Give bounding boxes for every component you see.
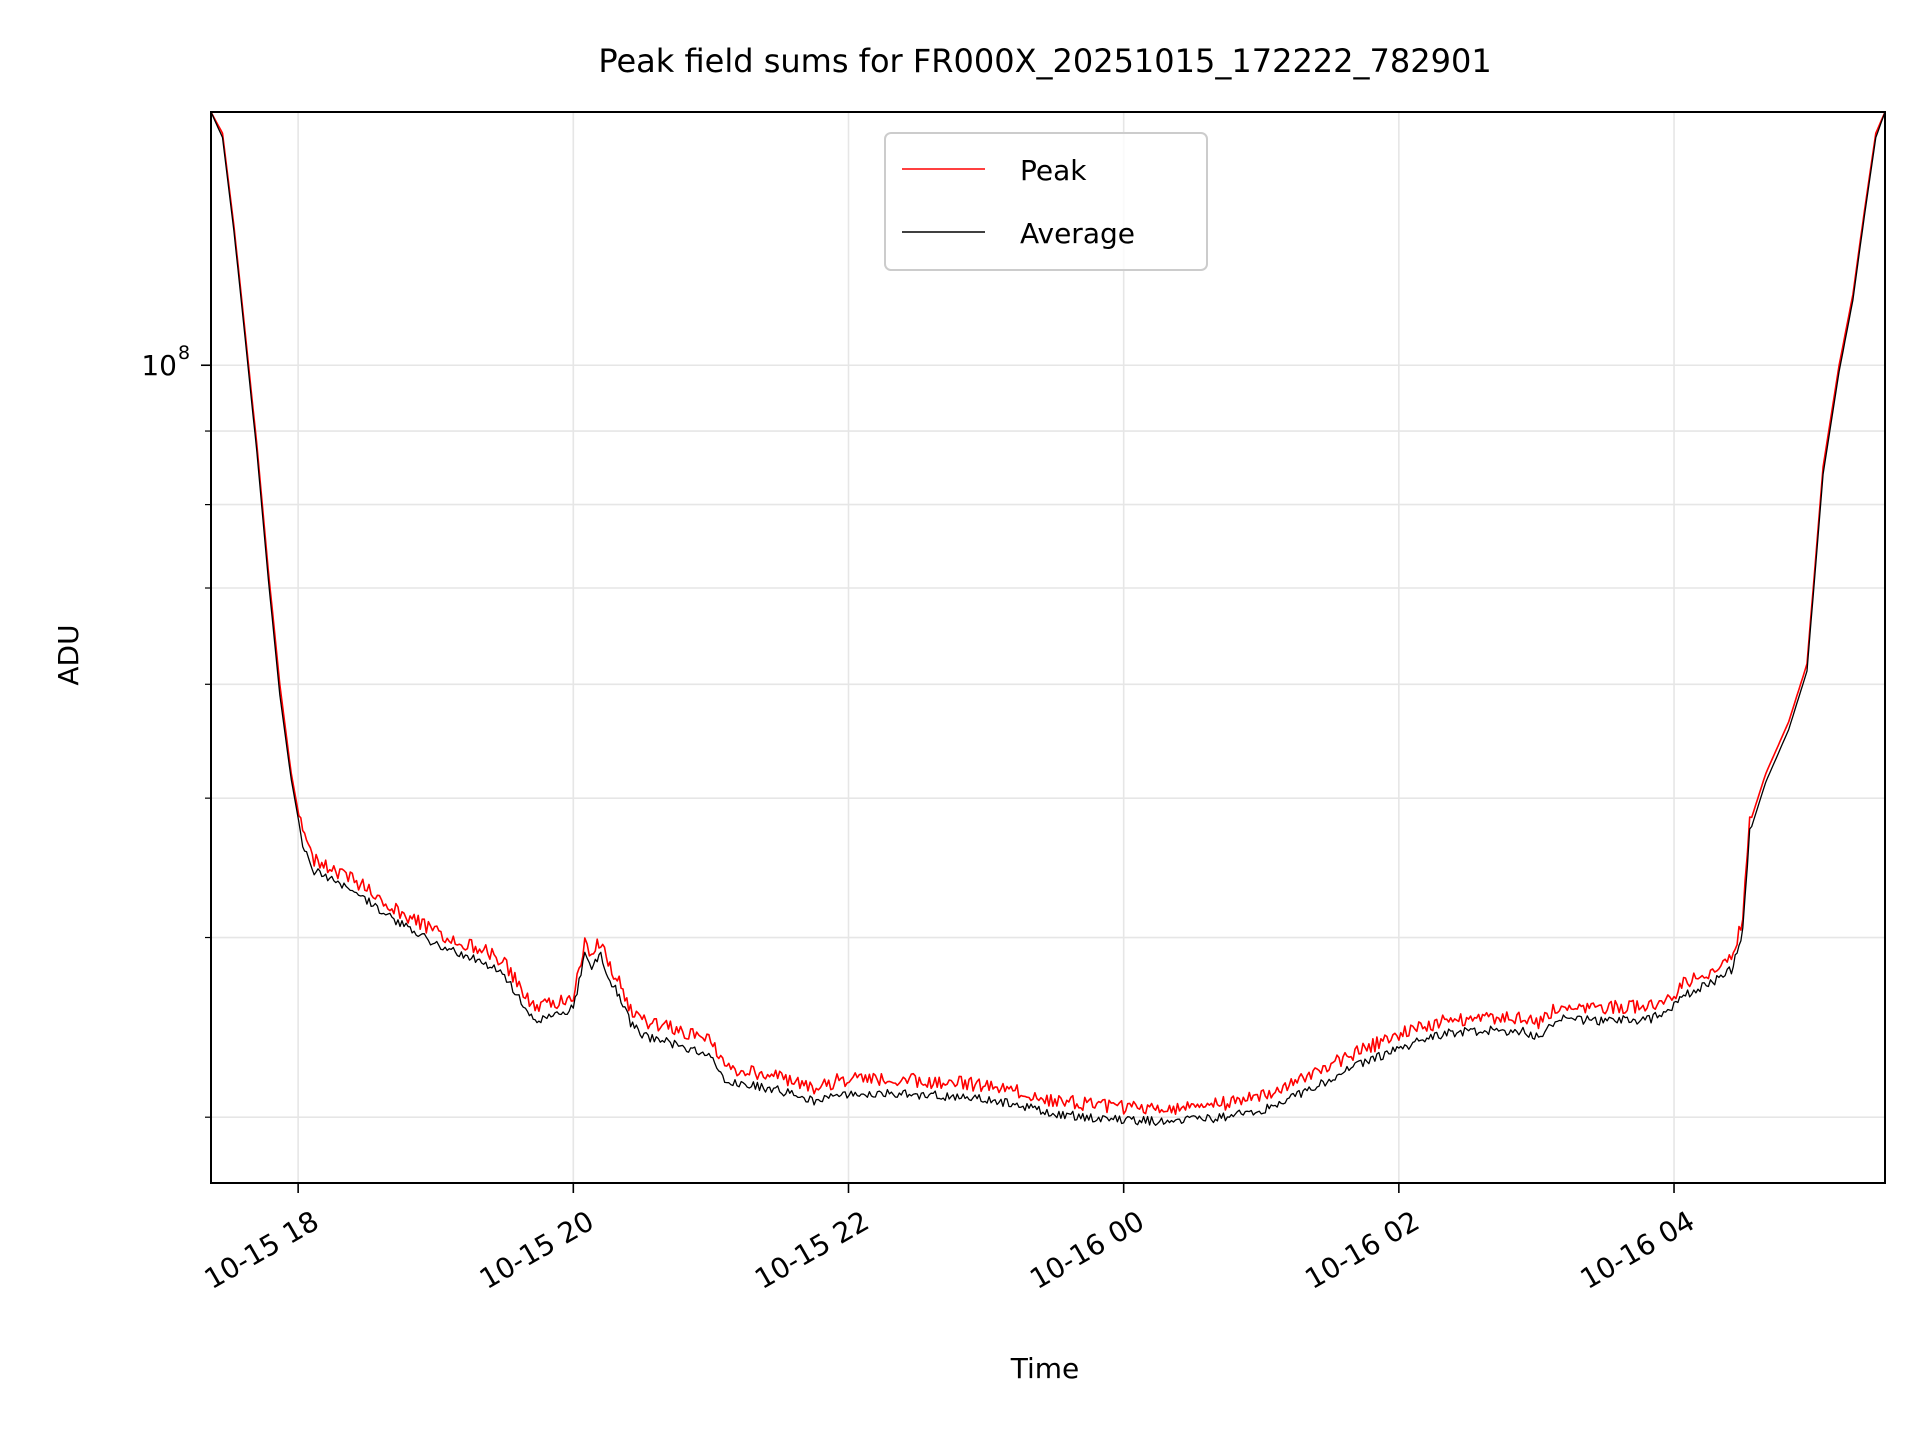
x-axis-label: Time — [1010, 1352, 1080, 1385]
legend-box — [884, 132, 1208, 271]
chart-title: Peak field sums for FR000X_20251015_1722… — [598, 42, 1491, 80]
y-axis-label: ADU — [52, 624, 85, 685]
plot-area — [211, 112, 1885, 1126]
axes-frame — [210, 111, 1886, 1184]
legend-average-label: Average — [1020, 217, 1135, 250]
series-line-peak — [211, 112, 1885, 1115]
y-tick-label-exponent: 8 — [178, 342, 190, 364]
legend: Peak Average — [884, 132, 1208, 271]
series-line-average — [211, 112, 1885, 1126]
y-tick-label-base: 10 — [141, 349, 177, 382]
legend-peak-label: Peak — [1020, 154, 1087, 187]
grid — [211, 112, 1885, 1183]
